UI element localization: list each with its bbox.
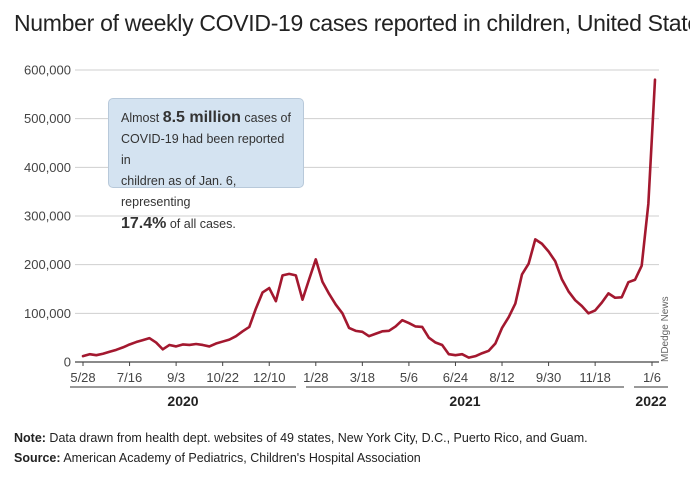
note-text: Data drawn from health dept. websites of… — [45, 431, 588, 445]
y-tick-label: 200,000 — [24, 257, 71, 272]
y-tick-label: 0 — [64, 355, 71, 370]
x-tick-label: 5/6 — [400, 370, 418, 385]
callout-stat-percent: 17.4% — [121, 215, 167, 232]
x-tick-label: 1/28 — [303, 370, 328, 385]
credit-label: MDedge News — [660, 296, 671, 362]
x-tick-label: 1/6 — [643, 370, 661, 385]
x-tick-label: 10/22 — [206, 370, 239, 385]
y-tick-label: 500,000 — [24, 111, 71, 126]
footnotes: Note: Data drawn from health dept. websi… — [14, 428, 684, 468]
x-tick-label: 8/12 — [489, 370, 514, 385]
note-line: Note: Data drawn from health dept. websi… — [14, 428, 684, 448]
callout-line3: children as of Jan. 6, representing — [121, 174, 237, 209]
x-tick-label: 5/28 — [70, 370, 95, 385]
y-tick-label: 600,000 — [24, 63, 71, 78]
source-text: American Academy of Pediatrics, Children… — [60, 451, 421, 465]
chart-title: Number of weekly COVID-19 cases reported… — [14, 10, 690, 36]
x-tick-label: 9/3 — [167, 370, 185, 385]
year-label: 2021 — [449, 393, 480, 409]
x-tick-label: 3/18 — [350, 370, 375, 385]
y-tick-label: 400,000 — [24, 160, 71, 175]
gridlines — [75, 69, 659, 363]
year-label: 2022 — [635, 393, 666, 409]
x-axis: 5/28 7/16 9/3 10/22 12/10 1/28 3/18 5/6 6/24 8/12… — [70, 362, 661, 385]
callout-pre: Almost — [121, 111, 163, 125]
x-tick-label: 7/16 — [117, 370, 142, 385]
series-line — [81, 78, 657, 359]
x-tick-label: 12/10 — [253, 370, 286, 385]
y-tick-label: 300,000 — [24, 209, 71, 224]
callout-box: Almost 8.5 million cases of COVID-19 had… — [108, 98, 304, 232]
year-label: 2020 — [167, 393, 198, 409]
y-axis: 0 100,000 200,000 300,000 400,000 500,000 600,… — [24, 63, 71, 370]
callout-mid: cases of — [240, 111, 291, 125]
y-tick-label: 100,000 — [24, 306, 71, 321]
source-label: Source: — [14, 451, 61, 465]
year-axis: 2020 2021 2022 — [70, 386, 668, 409]
x-tick-label: 9/30 — [536, 370, 561, 385]
note-label: Note: — [14, 431, 46, 445]
callout-line2: COVID-19 had been reported in — [121, 132, 285, 167]
callout-post: of all cases. — [166, 217, 236, 231]
callout-stat-cases: 8.5 million — [162, 109, 241, 126]
source-line: Source: American Academy of Pediatrics, … — [14, 448, 684, 468]
x-tick-label: 11/18 — [579, 370, 611, 385]
x-tick-label: 6/24 — [443, 370, 468, 385]
